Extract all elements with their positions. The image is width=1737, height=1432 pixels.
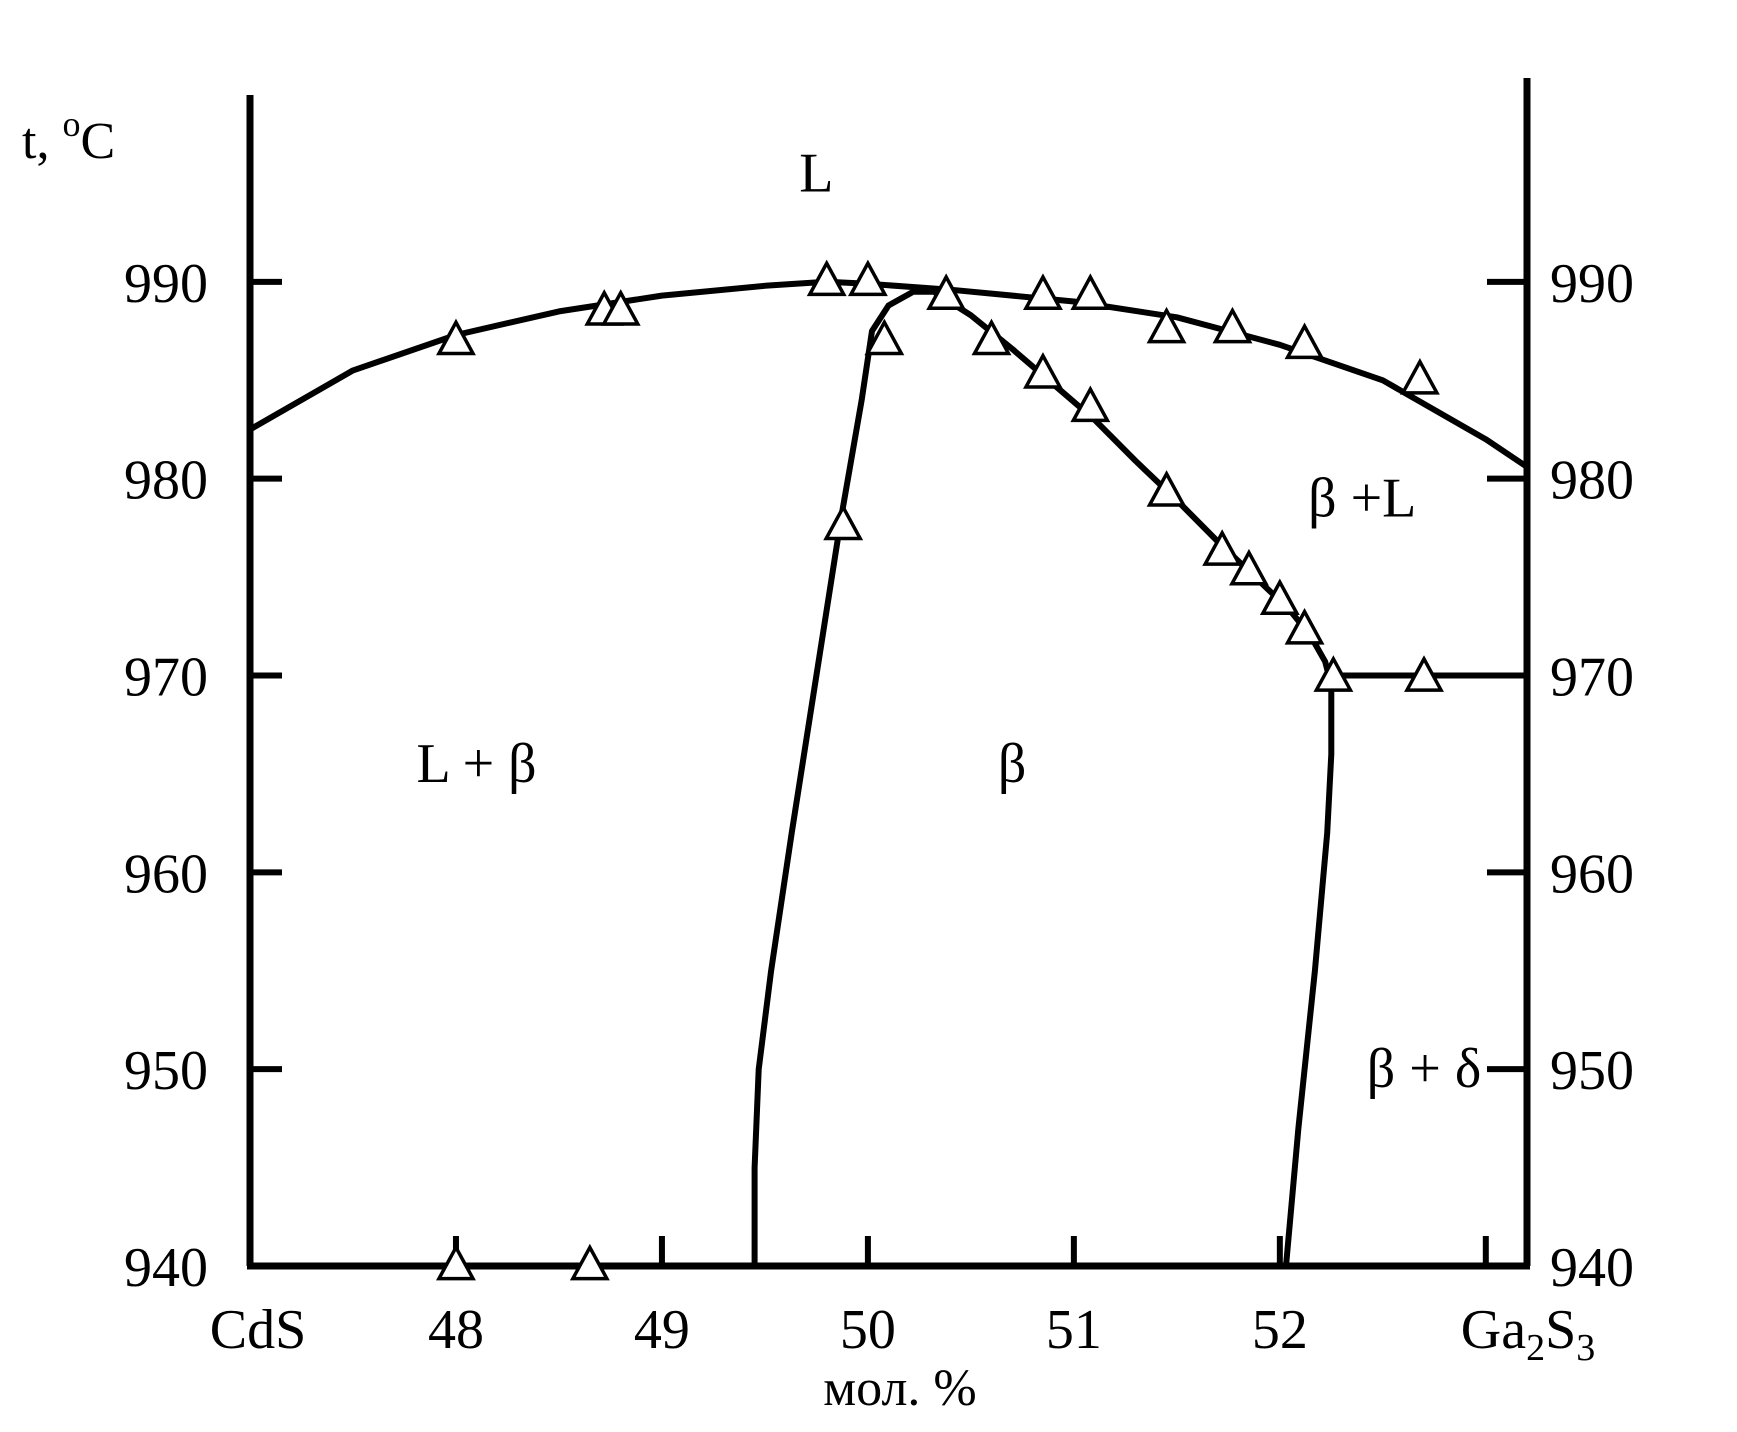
triangle-marker xyxy=(1404,655,1444,692)
x-tick-label: 52 xyxy=(1252,1299,1308,1361)
y-tick-label-left: 980 xyxy=(124,450,208,512)
region-label: β +L xyxy=(1308,467,1416,529)
region-label: β xyxy=(998,733,1027,795)
triangle-marker xyxy=(1228,548,1269,586)
triangle-marker xyxy=(1023,352,1063,389)
triangle-marker xyxy=(1284,607,1325,645)
y-tick-label-right: 960 xyxy=(1550,843,1634,905)
triangle-marker xyxy=(864,318,905,356)
triangle-marker xyxy=(1313,655,1354,692)
labels: t, oC мол. % CdS Ga2S3 L L + β β β +L β + δ xyxy=(22,104,1595,1417)
phase-boundary-curve xyxy=(751,288,1335,1269)
triangle-marker xyxy=(1146,470,1187,507)
triangle-marker xyxy=(1146,306,1187,344)
y-tick-label-right: 970 xyxy=(1550,647,1634,709)
triangle-marker xyxy=(1070,273,1111,310)
triangle-marker xyxy=(1212,306,1253,344)
triangle-marker xyxy=(436,1243,476,1281)
y-tick-label-left: 940 xyxy=(124,1237,208,1299)
triangle-marker xyxy=(926,273,967,310)
x-tick-label: 50 xyxy=(840,1299,896,1361)
triangle-marker xyxy=(1399,357,1440,395)
y-tick-label-right: 990 xyxy=(1550,253,1634,315)
triangle-marker xyxy=(436,318,476,356)
axes: 48 49 50 51 52 940 940 950 950 960 960 970 970 980 980… xyxy=(124,78,1634,1361)
triangle-marker xyxy=(847,259,888,297)
x-axis-title: мол. % xyxy=(823,1360,977,1417)
triangle-marker xyxy=(971,318,1012,356)
x-right-end-label: Ga2S3 xyxy=(1461,1299,1595,1369)
region-label: β + δ xyxy=(1367,1038,1481,1100)
triangle-marker xyxy=(1259,578,1300,616)
triangle-marker xyxy=(1202,529,1243,566)
region-label: L + β xyxy=(416,733,536,795)
y-tick-label-right: 950 xyxy=(1550,1040,1634,1102)
triangle-marker xyxy=(1070,385,1111,423)
triangle-marker xyxy=(1023,273,1063,310)
x-tick-label: 48 xyxy=(428,1299,484,1361)
y-tick-label-right: 980 xyxy=(1550,450,1634,512)
x-left-end-label: CdS xyxy=(210,1299,307,1361)
x-tick-label: 51 xyxy=(1046,1299,1102,1361)
region-label: L xyxy=(799,143,833,205)
y-tick-label-right: 940 xyxy=(1550,1237,1634,1299)
y-tick-label-left: 970 xyxy=(124,647,208,709)
triangle-marker xyxy=(823,503,864,541)
x-tick-label: 49 xyxy=(634,1299,690,1361)
y-axis-title: t, oC xyxy=(22,104,115,170)
y-tick-label-left: 950 xyxy=(124,1040,208,1102)
triangle-marker xyxy=(1284,322,1325,360)
triangle-marker xyxy=(569,1243,610,1281)
data-markers xyxy=(436,259,1444,1281)
triangle-marker xyxy=(806,259,847,297)
y-tick-label-left: 960 xyxy=(124,843,208,905)
triangle-marker xyxy=(600,289,641,326)
y-tick-label-left: 990 xyxy=(124,253,208,315)
